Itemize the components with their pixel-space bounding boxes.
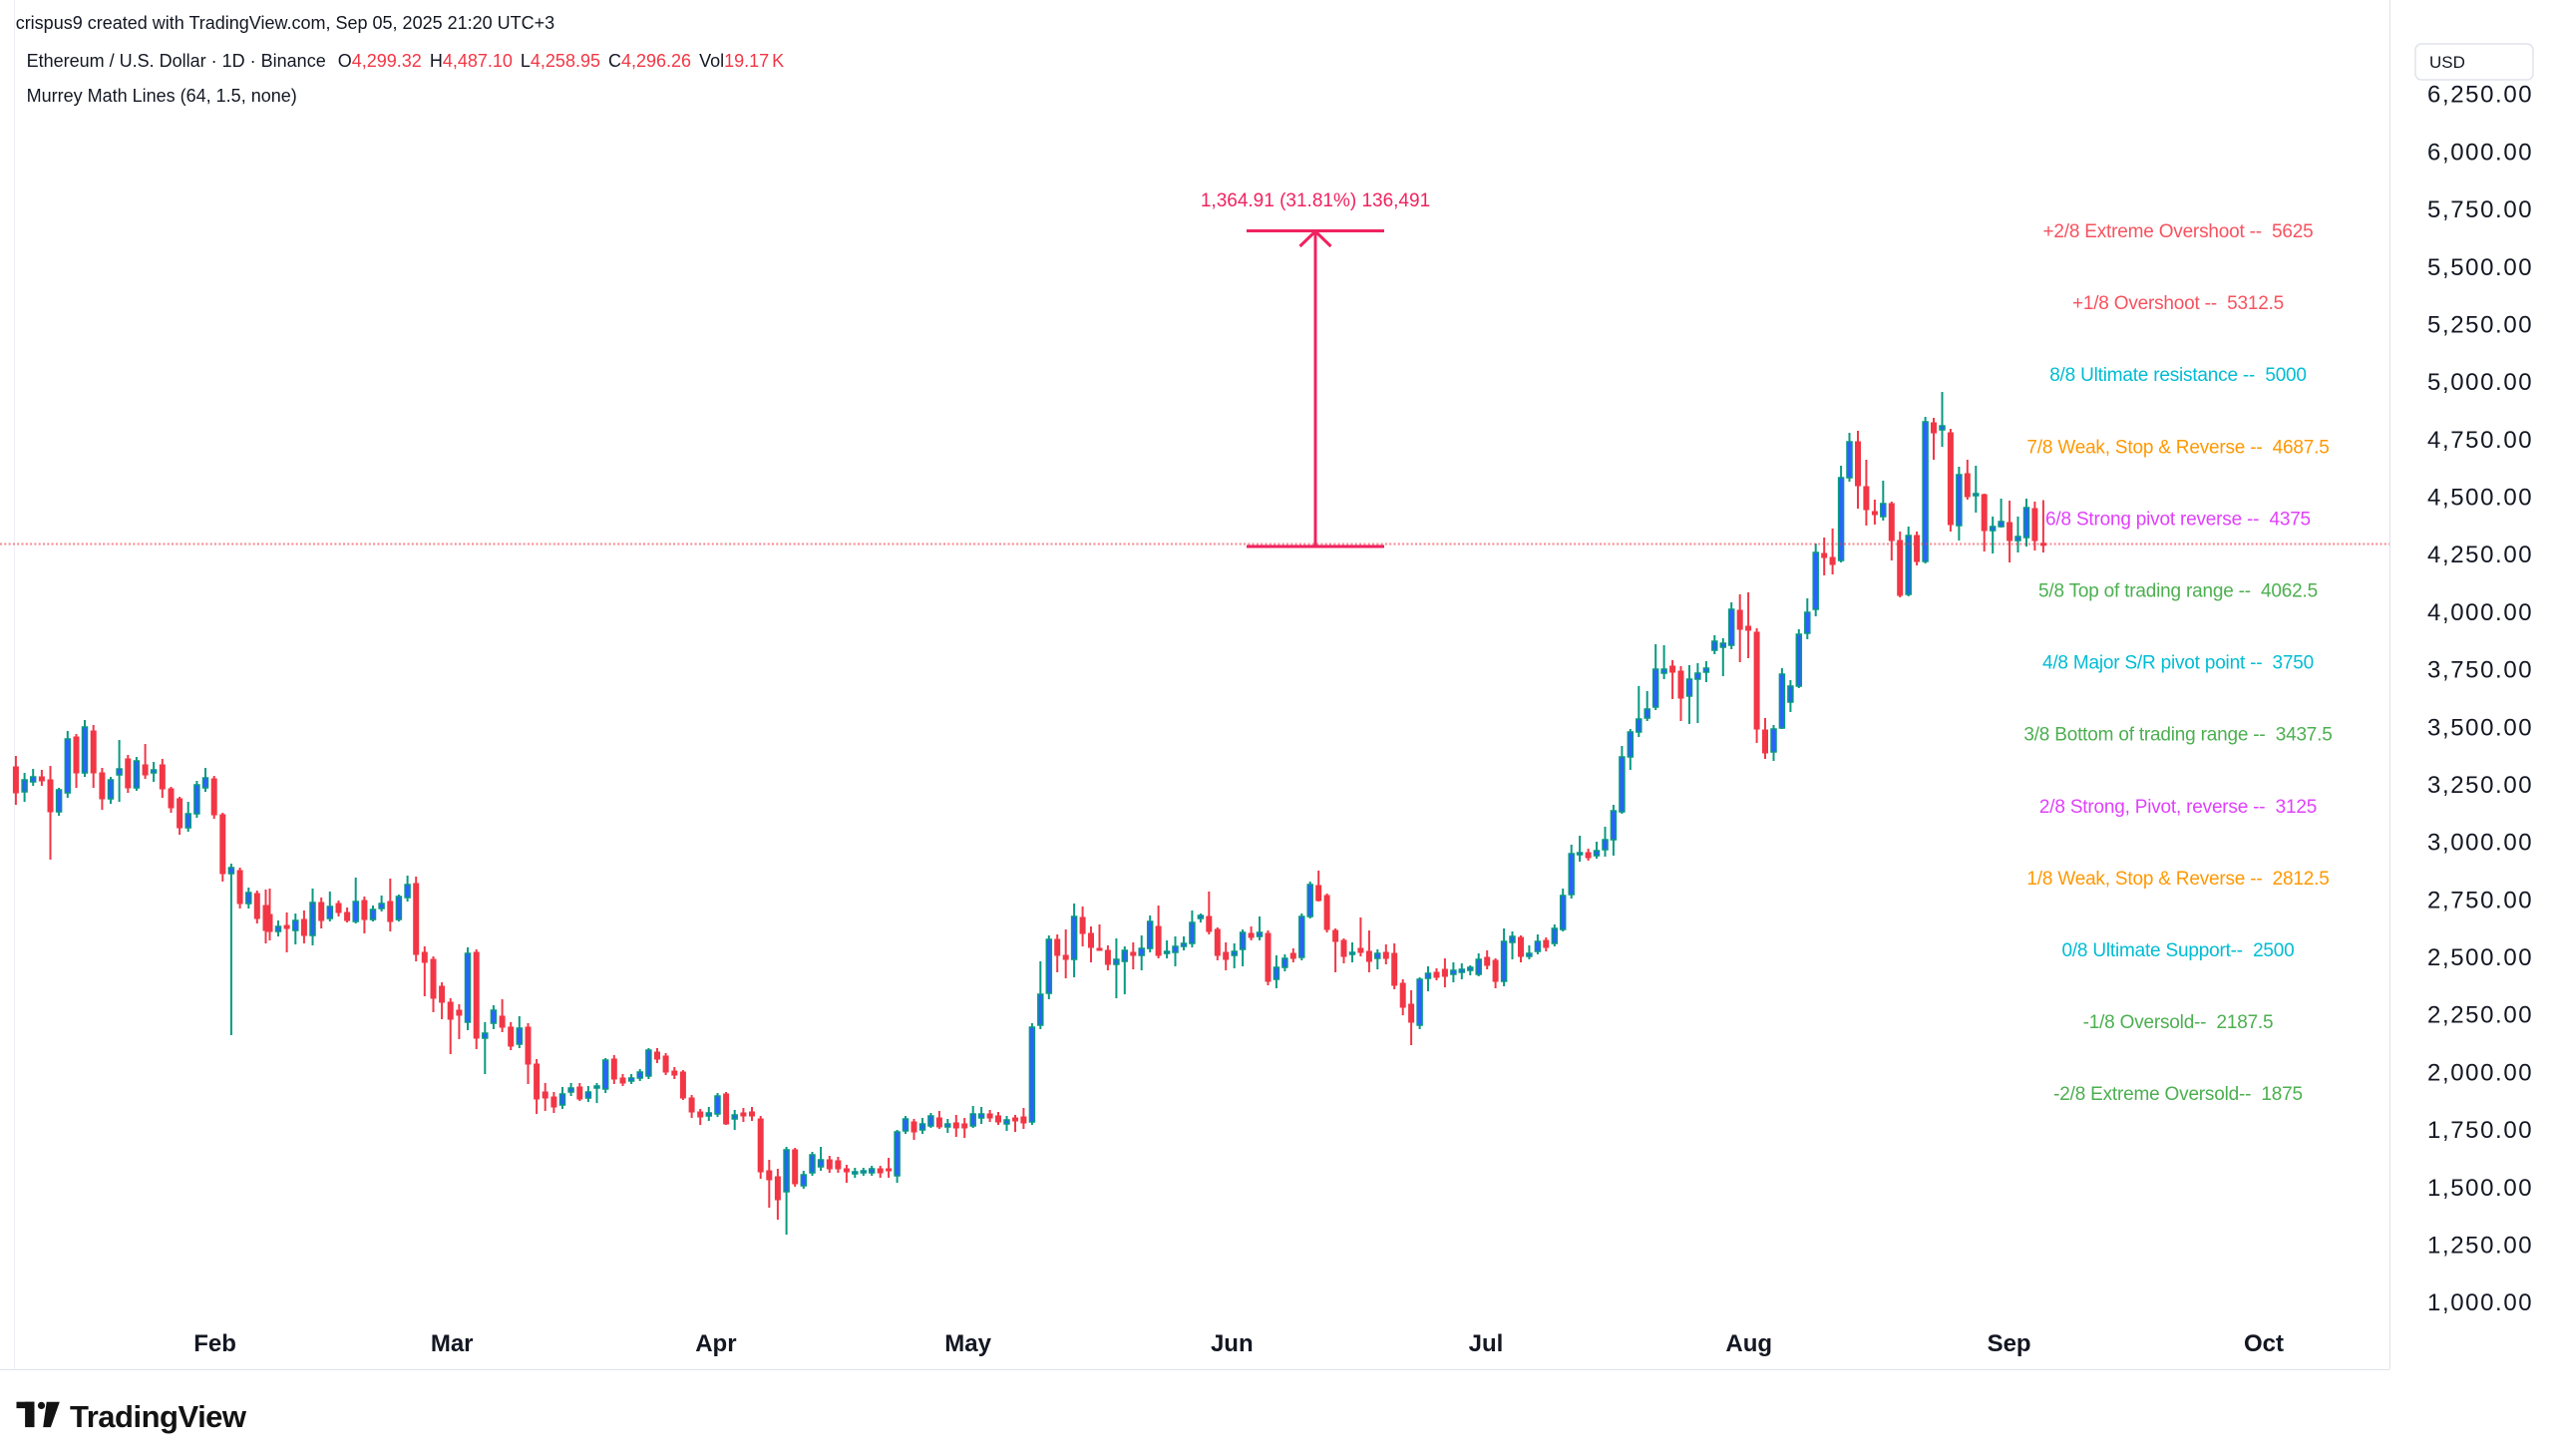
svg-text:5,750.00: 5,750.00 xyxy=(2427,196,2533,223)
svg-text:3,750.00: 3,750.00 xyxy=(2427,657,2533,684)
svg-text:3/8 Bottom of trading range --: 3/8 Bottom of trading range -- 3437.5 xyxy=(2023,725,2332,746)
svg-text:USD: USD xyxy=(2429,53,2465,72)
svg-text:Feb: Feb xyxy=(193,1330,236,1357)
svg-text:1,750.00: 1,750.00 xyxy=(2427,1117,2533,1144)
svg-text:+2/8 Extreme Overshoot -- 562: +2/8 Extreme Overshoot -- 5625 xyxy=(2042,221,2313,242)
svg-text:+1/8 Overshoot -- 5312.5: +1/8 Overshoot -- 5312.5 xyxy=(2072,293,2284,314)
svg-text:5,000.00: 5,000.00 xyxy=(2427,369,2533,396)
svg-text:Ethereum / U.S. Dollar · 1D ·: Ethereum / U.S. Dollar · 1D · Binance O4,… xyxy=(27,51,785,71)
svg-text:6,250.00: 6,250.00 xyxy=(2427,82,2533,109)
svg-text:1,250.00: 1,250.00 xyxy=(2427,1233,2533,1260)
svg-text:0/8 Ultimate Support-- 2500: 0/8 Ultimate Support-- 2500 xyxy=(2061,940,2294,961)
svg-text:2,250.00: 2,250.00 xyxy=(2427,1002,2533,1029)
svg-text:7/8 Weak, Stop & Reverse -- 4: 7/8 Weak, Stop & Reverse -- 4687.5 xyxy=(2026,437,2329,458)
svg-text:Jul: Jul xyxy=(1469,1330,1504,1357)
svg-text:Sep: Sep xyxy=(1988,1330,2031,1357)
svg-text:4,000.00: 4,000.00 xyxy=(2427,599,2533,626)
svg-text:crispus9 created with TradingV: crispus9 created with TradingView.com, S… xyxy=(16,13,554,33)
svg-text:Jun: Jun xyxy=(1211,1330,1254,1357)
svg-text:6,000.00: 6,000.00 xyxy=(2427,139,2533,166)
svg-text:4/8 Major S/R pivot point --: 4/8 Major S/R pivot point -- 3750 xyxy=(2042,653,2314,674)
svg-text:3,250.00: 3,250.00 xyxy=(2427,772,2533,799)
svg-text:4,750.00: 4,750.00 xyxy=(2427,427,2533,454)
svg-text:Murrey Math Lines (64, 1.5, no: Murrey Math Lines (64, 1.5, none) xyxy=(27,86,297,106)
svg-text:May: May xyxy=(944,1330,991,1357)
svg-text:1,000.00: 1,000.00 xyxy=(2427,1289,2533,1316)
svg-text:5,250.00: 5,250.00 xyxy=(2427,312,2533,339)
svg-text:2,000.00: 2,000.00 xyxy=(2427,1059,2533,1086)
svg-text:2,500.00: 2,500.00 xyxy=(2427,944,2533,971)
svg-text:Apr: Apr xyxy=(695,1330,736,1357)
svg-text:Oct: Oct xyxy=(2244,1330,2284,1357)
svg-text:2/8 Strong, Pivot, reverse --: 2/8 Strong, Pivot, reverse -- 3125 xyxy=(2039,797,2317,818)
svg-text:4,500.00: 4,500.00 xyxy=(2427,485,2533,512)
svg-text:Mar: Mar xyxy=(431,1330,474,1357)
svg-text:TradingView: TradingView xyxy=(70,1399,247,1434)
svg-text:4,250.00: 4,250.00 xyxy=(2427,542,2533,568)
svg-text:Aug: Aug xyxy=(1725,1330,1772,1357)
svg-text:-1/8 Oversold-- 2187.5: -1/8 Oversold-- 2187.5 xyxy=(2083,1012,2274,1033)
svg-text:1/8 Weak, Stop & Reverse -- 2: 1/8 Weak, Stop & Reverse -- 2812.5 xyxy=(2026,869,2329,890)
svg-text:5/8 Top of trading range -- 4: 5/8 Top of trading range -- 4062.5 xyxy=(2038,581,2318,602)
svg-text:6/8 Strong pivot reverse -- 4: 6/8 Strong pivot reverse -- 4375 xyxy=(2045,509,2311,530)
svg-text:3,500.00: 3,500.00 xyxy=(2427,714,2533,741)
svg-text:2,750.00: 2,750.00 xyxy=(2427,887,2533,913)
svg-text:1,500.00: 1,500.00 xyxy=(2427,1175,2533,1202)
svg-text:3,000.00: 3,000.00 xyxy=(2427,830,2533,857)
svg-text:-2/8 Extreme Oversold-- 1875: -2/8 Extreme Oversold-- 1875 xyxy=(2053,1084,2303,1105)
svg-text:1,364.91 (31.81%) 136,491: 1,364.91 (31.81%) 136,491 xyxy=(1201,190,1430,211)
svg-text:8/8 Ultimate resistance -- 50: 8/8 Ultimate resistance -- 5000 xyxy=(2049,365,2307,386)
svg-text:5,500.00: 5,500.00 xyxy=(2427,254,2533,281)
